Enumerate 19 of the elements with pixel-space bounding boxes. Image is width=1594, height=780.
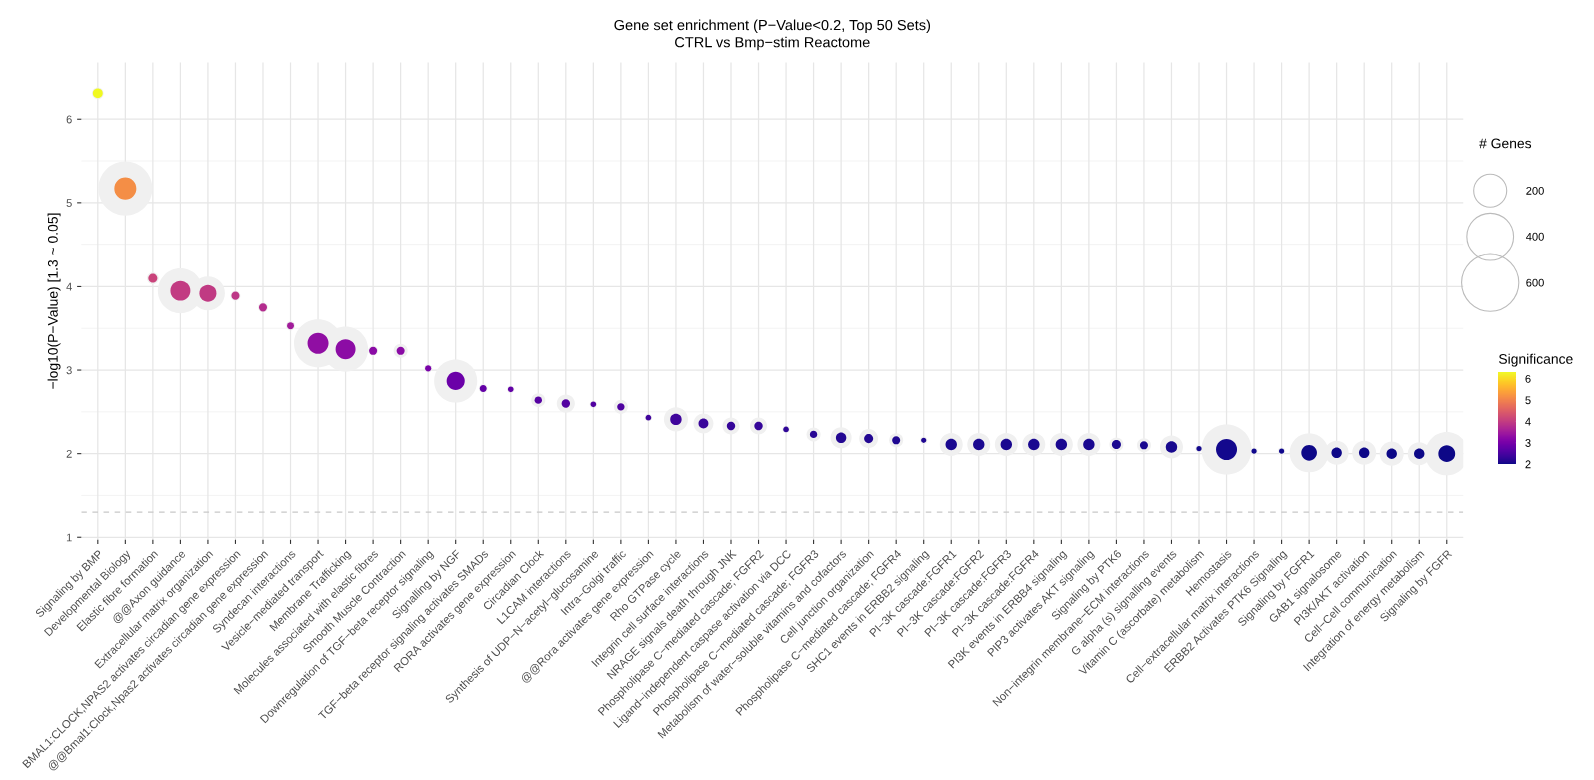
y-tick-label: 4 <box>66 282 72 291</box>
y-tick-label: 6 <box>66 115 72 124</box>
legend-title: # Genes <box>1479 138 1532 149</box>
chart-title: Gene set enrichment (P−Value<0.2, Top 50 Sets) <box>614 19 931 34</box>
color-bar-label: 6 <box>1525 374 1531 383</box>
chart-subtitle: CTRL vs Bmp−stim Reactome <box>675 36 870 51</box>
y-tick-label: 3 <box>66 366 72 375</box>
legend-label: 400 <box>1526 232 1544 241</box>
legend-label: 600 <box>1526 278 1544 287</box>
y-tick-label: 5 <box>66 199 72 207</box>
color-bar-title: Significance <box>1498 353 1573 367</box>
color-bar-label: 5 <box>1525 396 1531 405</box>
color-bar-label: 3 <box>1525 439 1531 447</box>
color-bar-label: 4 <box>1525 417 1531 426</box>
legend-label: 200 <box>1526 186 1544 195</box>
y-tick-label: 1 <box>66 533 72 542</box>
y-axis-title: −log10(P−Value) [1.3 ~ 0.05] <box>47 213 61 389</box>
color-bar-label: 2 <box>1525 460 1531 469</box>
y-tick-label: 2 <box>66 449 72 458</box>
